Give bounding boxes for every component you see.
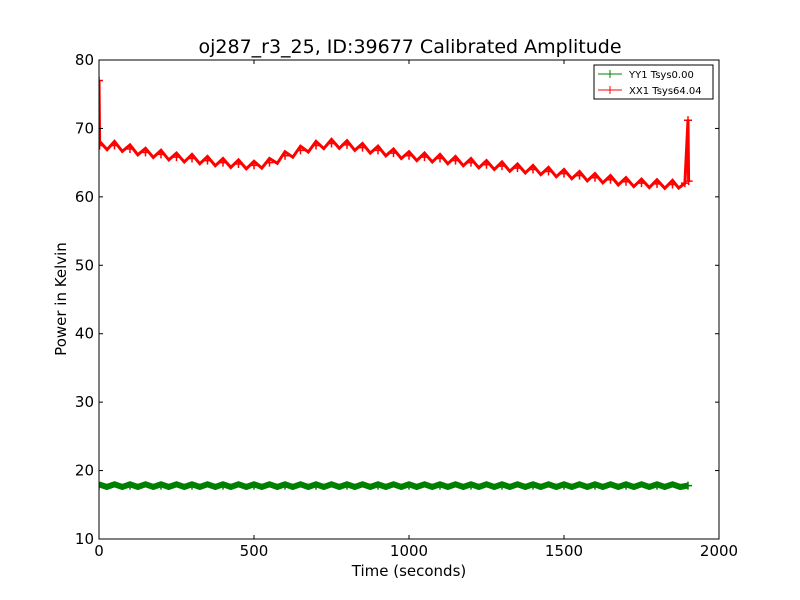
- y-tick-label: 80: [75, 51, 94, 69]
- data-point: [203, 156, 212, 165]
- data-point: [684, 481, 692, 490]
- data-point: [467, 481, 475, 490]
- data-point: [296, 146, 305, 155]
- data-point: [606, 175, 615, 184]
- legend: YY1 Tsys0.00 XX1 Tsys64.04: [593, 64, 714, 100]
- y-tick-label: 70: [75, 119, 94, 137]
- data-point: [529, 165, 537, 174]
- plot-area: [99, 76, 693, 491]
- data-point: [513, 164, 522, 173]
- chart-title: oj287_r3_25, ID:39677 Calibrated Amplitu…: [198, 36, 621, 58]
- data-point: [405, 151, 413, 160]
- data-point: [637, 179, 646, 188]
- data-point: [374, 146, 382, 155]
- data-point: [560, 169, 568, 178]
- data-point: [250, 161, 258, 170]
- data-point: [265, 158, 274, 167]
- data-point: [684, 116, 692, 125]
- data-point: [467, 158, 475, 167]
- data-point: [498, 162, 506, 171]
- data-point: [219, 481, 227, 490]
- data-point: [498, 481, 506, 490]
- data-point: [591, 173, 599, 182]
- data-point: [281, 481, 289, 490]
- data-point: [99, 141, 104, 150]
- y-tick-label: 40: [75, 325, 94, 343]
- series-line-0: [99, 481, 689, 491]
- data-point: [591, 481, 599, 490]
- x-tick-label: 500: [240, 542, 269, 560]
- data-point: [327, 139, 336, 148]
- data-point: [560, 481, 568, 490]
- data-point: [451, 156, 460, 165]
- data-point: [126, 481, 134, 490]
- data-point: [389, 149, 398, 158]
- data-point: [188, 481, 196, 490]
- y-axis-label: Power in Kelvin: [52, 242, 70, 356]
- x-axis-label: Time (seconds): [351, 562, 467, 580]
- y-tick-label: 20: [75, 462, 94, 480]
- y-tick-label: 60: [75, 188, 94, 206]
- x-tick-label: 2000: [700, 542, 738, 560]
- data-point: [622, 481, 630, 490]
- series-1: [99, 76, 693, 191]
- data-point: [668, 180, 677, 189]
- data-point: [653, 179, 661, 188]
- x-tick-label: 1500: [545, 542, 583, 560]
- data-point: [110, 141, 119, 150]
- data-point: [653, 481, 661, 490]
- data-point: [234, 160, 243, 169]
- data-point: [544, 167, 553, 176]
- x-tick-label: 1000: [390, 542, 428, 560]
- series-0: [99, 481, 692, 491]
- data-point: [684, 177, 693, 186]
- data-point: [436, 481, 444, 490]
- data-point: [157, 150, 165, 159]
- data-point: [250, 481, 258, 490]
- legend-marker: [606, 86, 614, 94]
- data-point: [343, 140, 351, 149]
- y-tick-label: 30: [75, 393, 94, 411]
- data-point: [172, 153, 181, 162]
- y-tick-label: 50: [75, 256, 94, 274]
- legend-label: YY1 Tsys0.00: [628, 70, 694, 81]
- data-point: [374, 481, 382, 490]
- data-point: [126, 144, 134, 153]
- data-point: [312, 481, 320, 490]
- data-point: [358, 143, 367, 152]
- legend-label: XX1 Tsys64.04: [629, 86, 702, 97]
- data-point: [343, 481, 351, 490]
- legend-box: [593, 64, 714, 100]
- data-point: [188, 154, 196, 163]
- data-point: [529, 481, 537, 490]
- data-point: [219, 158, 227, 167]
- data-point: [622, 177, 630, 186]
- data-point: [281, 151, 289, 160]
- axes: 0 500 1000 1500 2000 10 20 30 40 50 60 70 80: [75, 51, 738, 560]
- data-point: [157, 481, 165, 490]
- data-point: [436, 154, 444, 163]
- data-point: [99, 76, 103, 85]
- data-point: [482, 160, 491, 169]
- plot-frame: [98, 59, 720, 540]
- y-tick-label: 10: [75, 530, 94, 548]
- data-point: [575, 171, 584, 180]
- x-tick-label: 0: [94, 542, 104, 560]
- legend-marker: [606, 70, 614, 78]
- data-point: [405, 481, 413, 490]
- data-point: [99, 481, 103, 490]
- data-point: [141, 148, 150, 157]
- data-point: [420, 153, 429, 162]
- data-point: [312, 141, 320, 150]
